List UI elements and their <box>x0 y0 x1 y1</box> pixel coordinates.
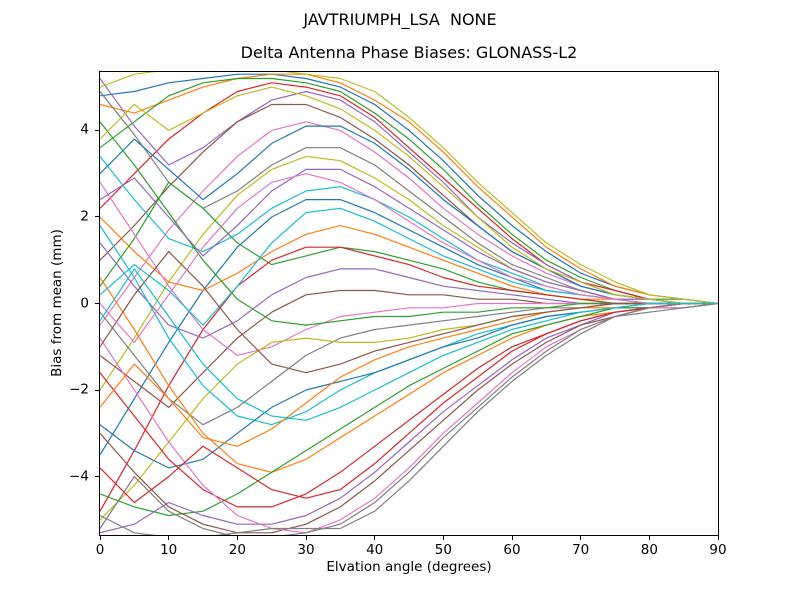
x-tick-label: 0 <box>95 542 105 558</box>
chart-line-trace-29 <box>100 72 718 305</box>
x-tick-mark <box>511 536 513 540</box>
y-tick-label: −2 <box>69 381 89 398</box>
y-tick-label: −4 <box>69 467 89 484</box>
y-tick-mark <box>95 216 99 218</box>
x-axis-label: Elvation angle (degrees) <box>326 559 492 575</box>
x-tick-label: 50 <box>434 542 452 558</box>
x-tick-mark <box>236 536 238 540</box>
chart-line-trace-38 <box>100 302 718 535</box>
x-tick-label: 70 <box>572 542 590 558</box>
x-tick-label: 10 <box>160 542 178 558</box>
y-tick-mark <box>95 129 99 131</box>
chart-line-trace-08 <box>100 91 718 305</box>
x-tick-label: 90 <box>709 542 727 558</box>
x-tick-mark <box>305 536 307 540</box>
x-tick-label: 40 <box>366 542 384 558</box>
x-tick-mark <box>717 536 719 540</box>
x-tick-mark <box>99 536 101 540</box>
y-tick-label: 4 <box>80 121 89 138</box>
figure-suptitle: JAVTRIUMPH_LSA NONE <box>303 10 497 29</box>
x-tick-mark <box>374 536 376 540</box>
x-tick-mark <box>442 536 444 540</box>
chart-line-trace-40 <box>100 268 718 421</box>
chart-line-trace-18 <box>100 302 718 426</box>
chart-line-trace-15 <box>100 242 718 339</box>
y-tick-mark <box>95 389 99 391</box>
y-tick-label: 2 <box>80 208 89 225</box>
chart-line-trace-37 <box>100 173 718 343</box>
chart-line-trace-34 <box>100 302 718 504</box>
chart-line-trace-39 <box>100 86 718 305</box>
chart-line-trace-02 <box>100 73 718 305</box>
x-tick-label: 60 <box>503 542 521 558</box>
chart-line-trace-19 <box>100 302 718 521</box>
y-tick-mark <box>95 476 99 478</box>
chart-lines-layer <box>100 72 718 535</box>
x-tick-mark <box>648 536 650 540</box>
x-tick-label: 20 <box>228 542 246 558</box>
chart-line-trace-23 <box>100 302 718 517</box>
x-tick-mark <box>168 536 170 540</box>
chart-line-trace-04 <box>100 82 718 305</box>
y-tick-label: 0 <box>80 294 89 311</box>
x-tick-label: 30 <box>297 542 315 558</box>
chart-line-trace-35 <box>100 168 718 305</box>
y-tick-mark <box>95 303 99 304</box>
x-tick-mark <box>580 536 582 540</box>
x-tick-label: 80 <box>640 542 658 558</box>
axes-title: Delta Antenna Phase Biases: GLONASS-L2 <box>240 43 578 62</box>
chart-line-trace-01 <box>100 73 718 305</box>
chart-line-trace-36 <box>100 251 718 374</box>
plot-area <box>99 71 719 536</box>
chart-line-trace-06 <box>100 103 718 305</box>
